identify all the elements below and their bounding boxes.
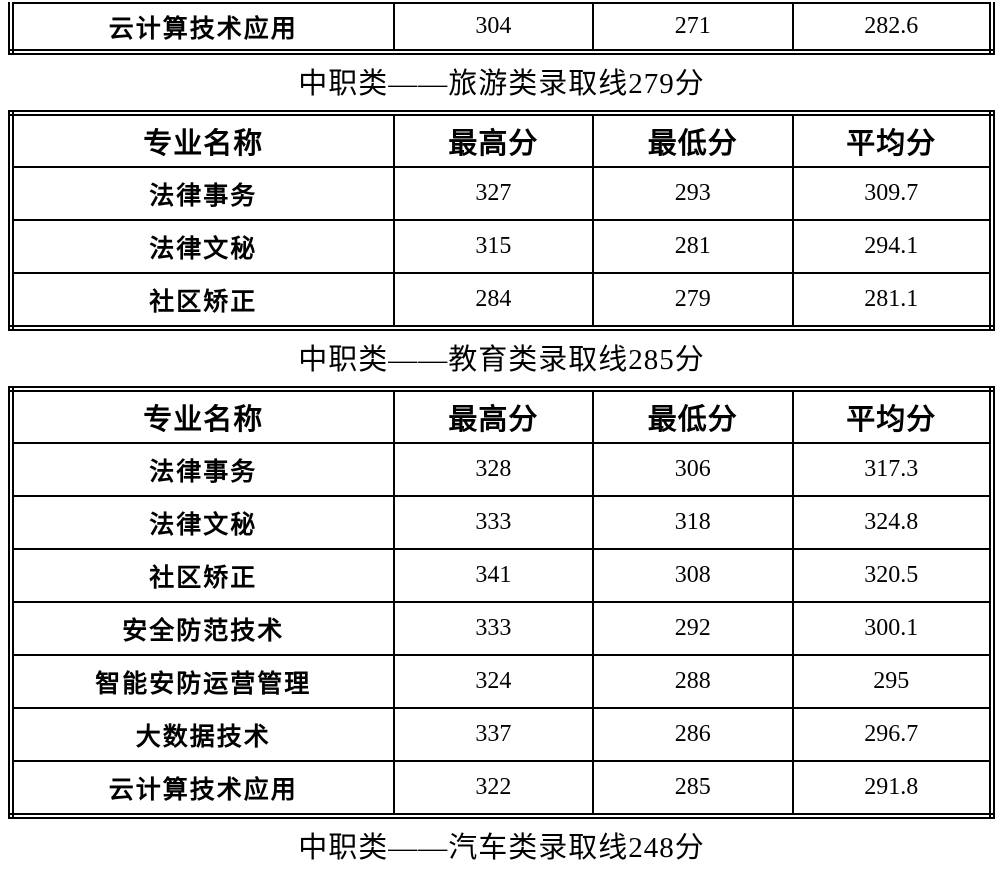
partial-score-table: 云计算技术应用 304 271 282.6 <box>8 2 995 55</box>
max-score-cell: 333 <box>392 601 595 656</box>
max-score-cell: 333 <box>392 495 595 550</box>
max-score-cell: 322 <box>392 760 595 817</box>
max-score-cell: 328 <box>392 442 595 497</box>
table-row: 法律事务 328 306 317.3 <box>10 442 994 497</box>
max-score-cell: 327 <box>392 166 595 221</box>
avg-score-cell: 282.6 <box>791 2 994 53</box>
table-row: 安全防范技术 333 292 300.1 <box>10 601 994 656</box>
table-row: 社区矫正 341 308 320.5 <box>10 548 994 603</box>
table-row: 法律文秘 315 281 294.1 <box>10 219 994 274</box>
major-name-cell: 云计算技术应用 <box>10 760 395 817</box>
section-title-tourism: 中职类——旅游类录取线279分 <box>298 68 705 100</box>
table-row: 法律文秘 333 318 324.8 <box>10 495 994 550</box>
min-score-cell: 306 <box>592 442 794 497</box>
table-row: 大数据技术 337 286 296.7 <box>10 707 994 762</box>
max-score-cell: 315 <box>392 219 595 274</box>
major-name-cell: 云计算技术应用 <box>10 2 395 53</box>
header-min-score: 最低分 <box>592 388 794 444</box>
major-name-cell: 法律文秘 <box>10 219 395 274</box>
header-max-score: 最高分 <box>392 388 595 444</box>
major-name-cell: 大数据技术 <box>10 707 395 762</box>
min-score-cell: 318 <box>592 495 794 550</box>
min-score-cell: 281 <box>592 219 794 274</box>
avg-score-cell: 295 <box>791 654 994 709</box>
min-score-cell: 293 <box>592 166 794 221</box>
max-score-cell: 324 <box>392 654 595 709</box>
major-name-cell: 法律事务 <box>10 166 395 221</box>
major-name-cell: 安全防范技术 <box>10 601 395 656</box>
max-score-cell: 304 <box>392 2 595 53</box>
avg-score-cell: 324.8 <box>791 495 994 550</box>
major-name-cell: 法律事务 <box>10 442 395 497</box>
avg-score-cell: 320.5 <box>791 548 994 603</box>
table-row: 智能安防运营管理 324 288 295 <box>10 654 994 709</box>
section-title-education: 中职类——教育类录取线285分 <box>298 344 705 376</box>
avg-score-cell: 294.1 <box>791 219 994 274</box>
max-score-cell: 341 <box>392 548 595 603</box>
major-name-cell: 法律文秘 <box>10 495 395 550</box>
avg-score-cell: 309.7 <box>791 166 994 221</box>
table-header-row: 专业名称 最高分 最低分 平均分 <box>10 388 994 444</box>
max-score-cell: 337 <box>392 707 595 762</box>
avg-score-cell: 300.1 <box>791 601 994 656</box>
avg-score-cell: 317.3 <box>791 442 994 497</box>
avg-score-cell: 296.7 <box>791 707 994 762</box>
min-score-cell: 271 <box>592 2 794 53</box>
table-row: 社区矫正 284 279 281.1 <box>10 272 994 329</box>
section-title-automotive: 中职类——汽车类录取线248分 <box>298 832 705 864</box>
min-score-cell: 308 <box>592 548 794 603</box>
tourism-score-table: 专业名称 最高分 最低分 平均分 法律事务 327 293 309.7 法律文秘… <box>8 110 995 331</box>
avg-score-cell: 291.8 <box>791 760 994 817</box>
major-name-cell: 社区矫正 <box>10 272 395 329</box>
header-major-name: 专业名称 <box>10 112 395 168</box>
min-score-cell: 279 <box>592 272 794 329</box>
education-score-table: 专业名称 最高分 最低分 平均分 法律事务 328 306 317.3 法律文秘… <box>8 386 995 819</box>
avg-score-cell: 281.1 <box>791 272 994 329</box>
header-avg-score: 平均分 <box>791 112 994 168</box>
max-score-cell: 284 <box>392 272 595 329</box>
major-name-cell: 社区矫正 <box>10 548 395 603</box>
table-row: 法律事务 327 293 309.7 <box>10 166 994 221</box>
header-major-name: 专业名称 <box>10 388 395 444</box>
min-score-cell: 292 <box>592 601 794 656</box>
header-min-score: 最低分 <box>592 112 794 168</box>
min-score-cell: 288 <box>592 654 794 709</box>
header-avg-score: 平均分 <box>791 388 994 444</box>
table-header-row: 专业名称 最高分 最低分 平均分 <box>10 112 994 168</box>
major-name-cell: 智能安防运营管理 <box>10 654 395 709</box>
table-row: 云计算技术应用 304 271 282.6 <box>10 2 994 53</box>
table-row: 云计算技术应用 322 285 291.8 <box>10 760 994 817</box>
header-max-score: 最高分 <box>392 112 595 168</box>
min-score-cell: 285 <box>592 760 794 817</box>
min-score-cell: 286 <box>592 707 794 762</box>
